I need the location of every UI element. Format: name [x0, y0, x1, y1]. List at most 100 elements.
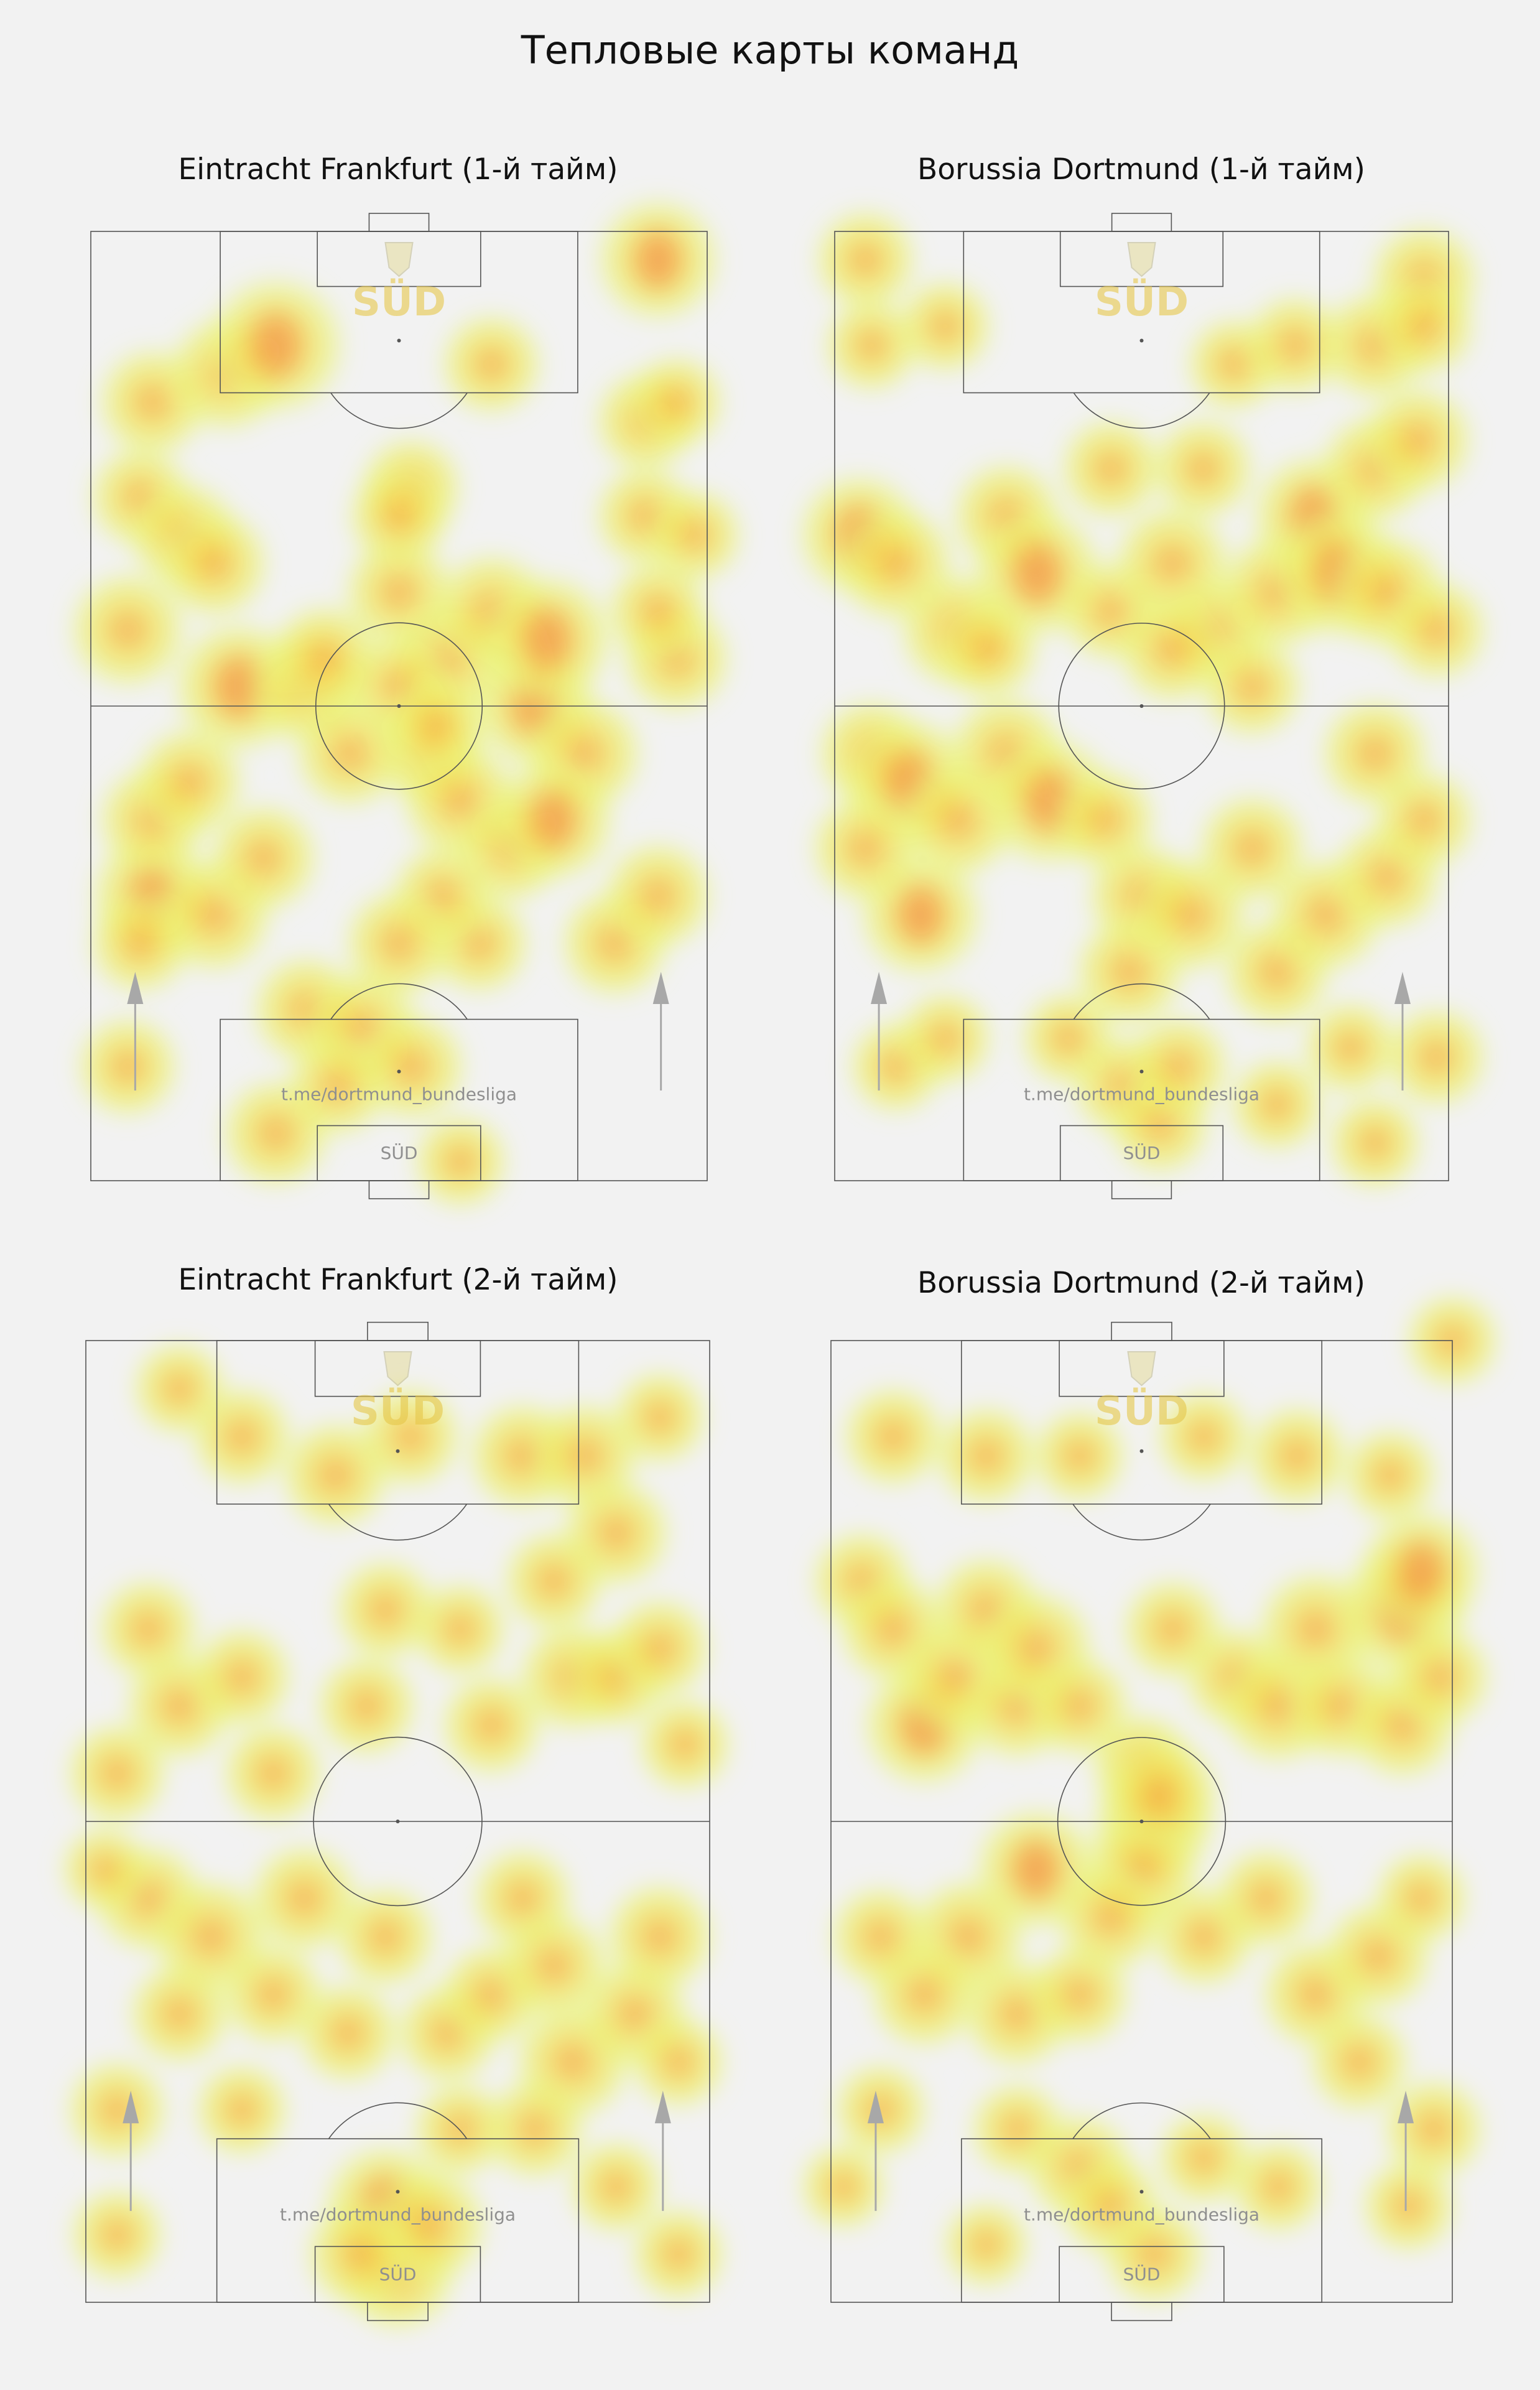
- heat-point: [831, 2060, 930, 2159]
- heat-point: [809, 791, 922, 905]
- pitch-heatmap: SÜD t.me/dortmund_bundesliga SÜD: [795, 207, 1490, 1199]
- heat-point: [1361, 383, 1475, 497]
- heat-point: [1301, 998, 1400, 1097]
- heat-peak: [521, 605, 573, 674]
- heat-point: [68, 2185, 167, 2284]
- attack-direction-arrow: [871, 972, 888, 1091]
- heat-point: [1383, 1004, 1490, 1110]
- heat-point: [896, 989, 995, 1088]
- panel-title: Borussia Dortmund (1-й тайм): [917, 152, 1365, 187]
- panel-title: Eintracht Frankfurt (1-й тайм): [178, 152, 618, 187]
- heat-point: [75, 1013, 181, 1120]
- heat-point: [1387, 1624, 1493, 1731]
- heat-point: [295, 1980, 401, 2086]
- heat-point: [1150, 416, 1256, 522]
- heat-peak: [896, 883, 945, 947]
- heat-point: [1360, 2157, 1459, 2256]
- heat-point: [610, 1368, 709, 1467]
- heat-point: [1372, 1849, 1471, 1948]
- heat-point: [304, 2197, 417, 2311]
- heat-point: [220, 1720, 326, 1826]
- heat-layer: [795, 207, 1490, 1192]
- attack-direction-arrow: [654, 2090, 671, 2211]
- heat-point: [157, 507, 271, 621]
- heat-point: [284, 1033, 391, 1139]
- pitch-lines: [830, 1321, 1453, 2322]
- heat-point: [126, 1961, 233, 2067]
- heat-point: [1383, 577, 1490, 683]
- attack-direction-arrow: [652, 972, 669, 1091]
- heat-point: [482, 2076, 588, 2182]
- heat-layer: [59, 1339, 734, 2334]
- heat-point: [1229, 2137, 1328, 2236]
- heat-point: [627, 353, 726, 452]
- pitch-heatmap: SÜD t.me/dortmund_bundesliga SÜD: [797, 1291, 1501, 2322]
- main-title: Тепловые карты команд: [521, 27, 1019, 73]
- heat-peak: [1396, 1539, 1446, 1604]
- heat-point: [605, 558, 711, 664]
- channel-watermark: t.me/dortmund_bundesliga: [1024, 2205, 1259, 2225]
- heat-point: [935, 596, 1041, 702]
- heat-point: [827, 1884, 934, 1990]
- watermark: SÜD t.me/dortmund_bundesliga SÜD: [1024, 242, 1259, 1163]
- heat-point: [346, 463, 452, 569]
- pitch-heatmap: SÜD t.me/dortmund_bundesliga SÜD: [67, 195, 744, 1211]
- club-logo-icon: [1127, 242, 1156, 277]
- watermark: SÜD t.me/dortmund_bundesliga SÜD: [280, 1351, 516, 2284]
- logo-text: SÜD: [351, 1387, 445, 1434]
- heat-point: [933, 1403, 1039, 1509]
- pitch-lines: [834, 213, 1449, 1199]
- heat-point: [1054, 1861, 1167, 1974]
- heat-point: [313, 1653, 420, 1759]
- channel-watermark: t.me/dortmund_bundesliga: [280, 2205, 516, 2225]
- panel-title: Eintracht Frankfurt (2-й тайм): [178, 1263, 618, 1297]
- heat-peak: [248, 309, 303, 381]
- heat-point: [1154, 2109, 1253, 2208]
- heat-point: [64, 1720, 170, 1826]
- heat-point: [130, 1339, 229, 1438]
- club-logo-icon: [1127, 1351, 1156, 1387]
- channel-watermark: t.me/dortmund_bundesliga: [281, 1084, 517, 1104]
- heat-point: [797, 2141, 889, 2233]
- logo-text: SÜD: [1095, 278, 1189, 325]
- heat-point: [567, 2137, 666, 2236]
- heat-point: [812, 207, 919, 313]
- heat-point: [1227, 1055, 1326, 1154]
- heat-point: [1115, 592, 1229, 706]
- heat-point: [1213, 1845, 1319, 1951]
- heat-point: [192, 2060, 291, 2159]
- heat-peak: [1011, 539, 1064, 607]
- heat-point: [67, 569, 188, 690]
- heat-point: [1242, 292, 1348, 399]
- heat-point: [132, 725, 246, 839]
- heat-point: [206, 801, 320, 915]
- heat-point: [646, 486, 744, 585]
- heat-point: [188, 1624, 295, 1731]
- heat-point: [1325, 1093, 1424, 1192]
- attack-direction-arrow: [867, 2090, 884, 2211]
- heat-layer: [67, 195, 744, 1211]
- heat-point: [1371, 273, 1477, 379]
- attack-direction-arrow: [127, 972, 144, 1091]
- heat-peak: [633, 228, 682, 292]
- box-watermark: SÜD: [1123, 1142, 1161, 1163]
- heat-point: [64, 2057, 170, 2163]
- heat-point: [822, 296, 921, 395]
- heat-point: [840, 1383, 946, 1490]
- heat-point: [411, 1579, 509, 1678]
- heat-point: [629, 2012, 728, 2111]
- watermark: SÜD t.me/dortmund_bundesliga SÜD: [281, 242, 517, 1163]
- box-watermark: SÜD: [1123, 2263, 1161, 2284]
- pitch-lines: [90, 213, 708, 1199]
- heat-point: [1125, 1013, 1232, 1120]
- heat-peak: [529, 788, 578, 852]
- heat-point: [332, 1884, 438, 1990]
- logo-text: SÜD: [352, 278, 446, 325]
- watermark: SÜD t.me/dortmund_bundesliga SÜD: [1024, 1351, 1259, 2284]
- heat-point: [501, 1528, 607, 1634]
- club-logo-icon: [384, 242, 414, 277]
- heat-point: [635, 1695, 734, 1794]
- heat-point: [606, 1595, 713, 1701]
- heat-point: [1100, 1732, 1221, 1853]
- heat-point: [87, 890, 193, 997]
